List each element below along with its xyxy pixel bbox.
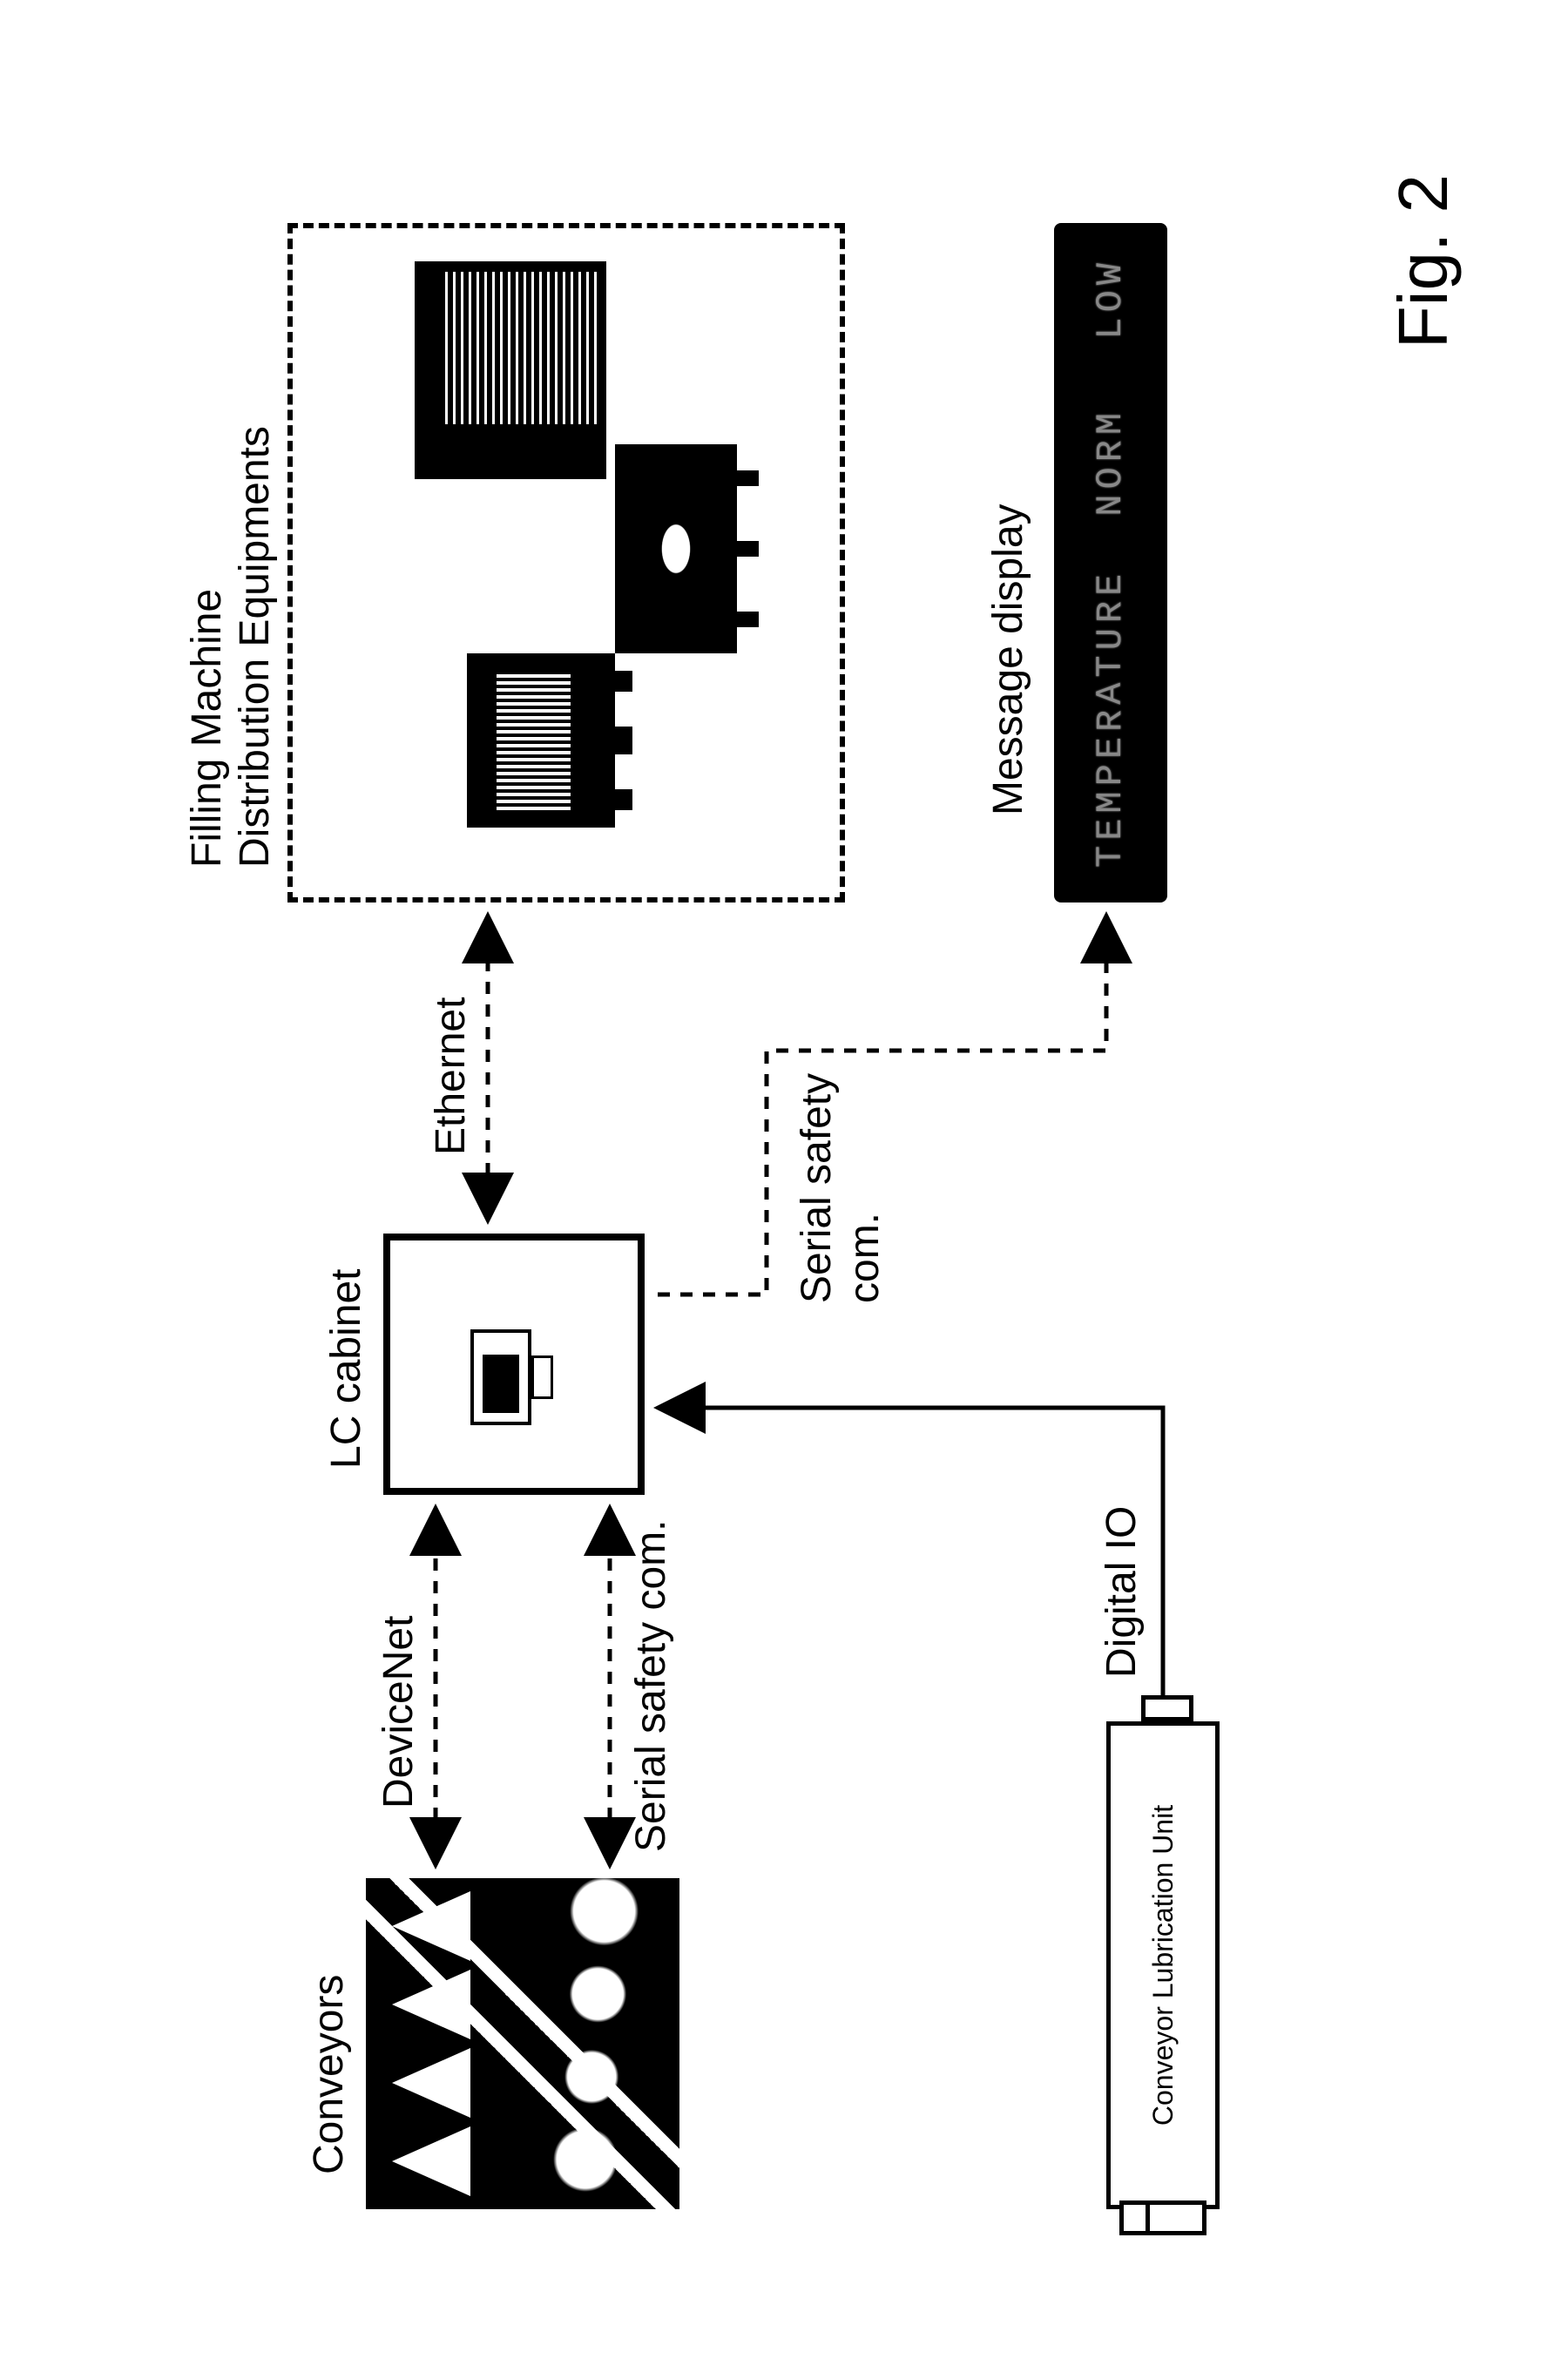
serial-safety-1-label: Serial safety com.	[627, 1520, 675, 1852]
led-text-2: NORM	[1090, 408, 1132, 517]
ethernet-label: Ethernet	[427, 997, 475, 1155]
lc-cabinet-label: LC cabinet	[322, 1269, 370, 1469]
clu-label: Conveyor Lubrication Unit	[1147, 1805, 1179, 2126]
serial-safety-2-label: Serial safety com.	[793, 1059, 889, 1303]
machine-icon-3	[415, 261, 606, 479]
machine-icon-1	[467, 653, 615, 828]
lc-cabinet-box	[383, 1234, 645, 1495]
filling-label: Filling Machine Distribution Equipments	[183, 426, 279, 868]
digital-io-label: Digital IO	[1098, 1506, 1146, 1678]
filling-machine-box	[287, 223, 845, 902]
system-diagram: Conveyors LC cabinet Filling Machine Dis…	[0, 0, 1568, 2366]
monitor-icon	[470, 1329, 531, 1425]
devicenet-label: DeviceNet	[375, 1616, 422, 1808]
message-display-box: TEMPERATURE NORM LOW	[1054, 223, 1167, 902]
conveyors-image	[366, 1878, 679, 2209]
machine-icon-2	[615, 444, 737, 653]
led-text-3: LOW	[1090, 258, 1132, 340]
led-text-1: TEMPERATURE	[1090, 569, 1132, 868]
clu-box: Conveyor Lubrication Unit	[1106, 1721, 1220, 2209]
figure-label: Fig. 2	[1383, 174, 1463, 348]
conveyors-label: Conveyors	[305, 1975, 353, 2174]
msg-display-label: Message display	[984, 504, 1032, 815]
